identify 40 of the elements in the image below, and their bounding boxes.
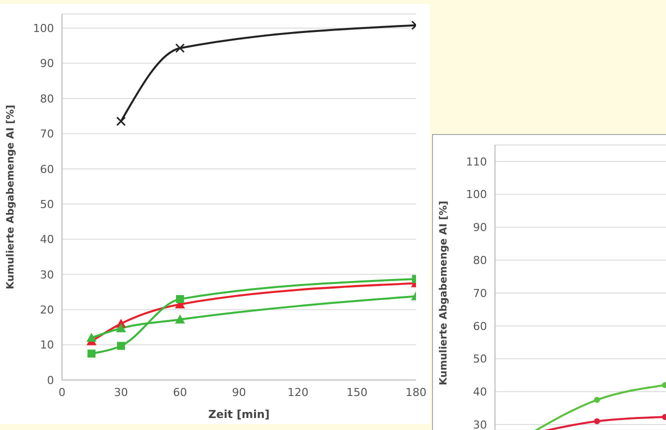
x-tick-label: 150 bbox=[346, 386, 368, 399]
y-tick-label: 110 bbox=[466, 155, 487, 168]
point bbox=[116, 323, 126, 332]
y-tick-label: 20 bbox=[40, 304, 54, 317]
y-tick-label: 80 bbox=[40, 92, 54, 106]
point bbox=[175, 43, 185, 53]
y-tick-label: 50 bbox=[40, 198, 54, 211]
y-tick-label: 100 bbox=[466, 188, 487, 202]
x-tick-label: 0 bbox=[58, 386, 66, 399]
y-tick-label: 40 bbox=[40, 233, 54, 246]
y-tick-label: 60 bbox=[473, 320, 487, 333]
y-axis-title: Kumulierte Abgabemenge AI [%] bbox=[438, 200, 450, 386]
point bbox=[116, 116, 126, 126]
y-tick-label: 10 bbox=[40, 338, 54, 352]
point bbox=[594, 396, 600, 403]
y-tick-label: 30 bbox=[40, 268, 54, 282]
point bbox=[117, 342, 125, 350]
x-axis-title: Zeit [min] bbox=[208, 408, 270, 421]
y-tick-label: 100 bbox=[33, 22, 54, 35]
y-tick-label: 0 bbox=[47, 374, 54, 387]
y-tick-label: 70 bbox=[473, 286, 487, 300]
point bbox=[594, 418, 600, 424]
x-tick-label: 60 bbox=[173, 386, 187, 399]
y-axis-title: Kumulierte Abgabemenge AI [%] bbox=[6, 104, 17, 290]
y-tick-label: 70 bbox=[40, 128, 54, 141]
y-tick-label: 60 bbox=[40, 162, 54, 176]
x-tick-label: 90 bbox=[232, 386, 246, 399]
y-tick-label: 40 bbox=[473, 386, 487, 399]
y-tick-label: 90 bbox=[473, 221, 487, 234]
point bbox=[86, 332, 96, 342]
point bbox=[176, 295, 184, 304]
point bbox=[175, 314, 185, 324]
point bbox=[88, 350, 96, 358]
x-tick-label: 30 bbox=[114, 386, 128, 399]
y-tick-label: 80 bbox=[473, 254, 487, 268]
y-tick-label: 50 bbox=[473, 352, 487, 366]
x-tick-label: 180 bbox=[406, 386, 426, 399]
y-tick-label: 90 bbox=[40, 57, 54, 70]
x-tick-label: 120 bbox=[288, 386, 308, 399]
y-tick-label: 30 bbox=[473, 418, 487, 430]
